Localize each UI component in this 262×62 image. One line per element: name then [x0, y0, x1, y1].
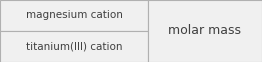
Bar — [0, 0, 148, 31]
Bar — [0, 31, 148, 62]
Text: titanium(III) cation: titanium(III) cation — [26, 41, 122, 52]
Text: molar mass: molar mass — [168, 24, 242, 38]
Text: magnesium cation: magnesium cation — [26, 10, 122, 21]
Bar — [148, 0, 262, 62]
